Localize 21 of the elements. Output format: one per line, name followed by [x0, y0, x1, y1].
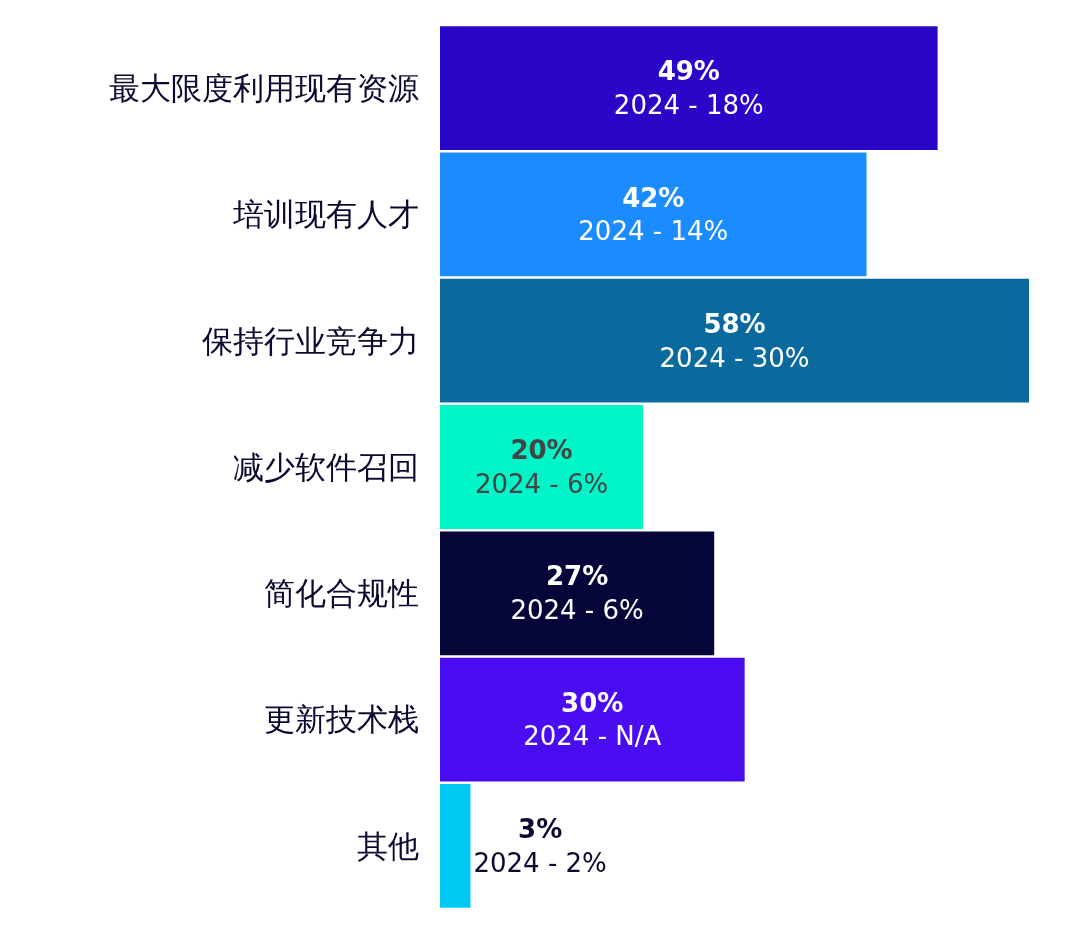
data-label: 27% 2024 - 6%	[510, 561, 644, 626]
y-tick-label: 最大限度利用现有资源	[109, 69, 419, 106]
y-tick-label: 减少软件召回	[233, 448, 419, 485]
data-label: 20% 2024 - 6%	[474, 435, 609, 499]
y-tick-label: 简化合规性	[264, 575, 419, 612]
bar	[440, 405, 644, 529]
bar	[440, 152, 867, 277]
y-tick-label: 其他	[357, 827, 419, 864]
data-label: 3% 2024 - 2%	[473, 813, 607, 878]
bar	[440, 657, 745, 782]
y-tick-label: 保持行业竞争力	[202, 322, 419, 359]
y-tick-label: 更新技术栈	[264, 701, 419, 738]
data-label: 49% 2024 - 18%	[613, 56, 764, 121]
bar	[440, 531, 715, 656]
data-label: 58% 2024 - 30%	[659, 308, 810, 373]
y-tick-label: 培训现有人才	[232, 196, 419, 233]
bar	[440, 278, 1029, 403]
bar	[440, 26, 938, 151]
data-label: 42% 2024 - 14%	[578, 182, 729, 247]
bar	[440, 783, 471, 908]
data-label: 30% 2024 - N/A	[523, 687, 662, 752]
